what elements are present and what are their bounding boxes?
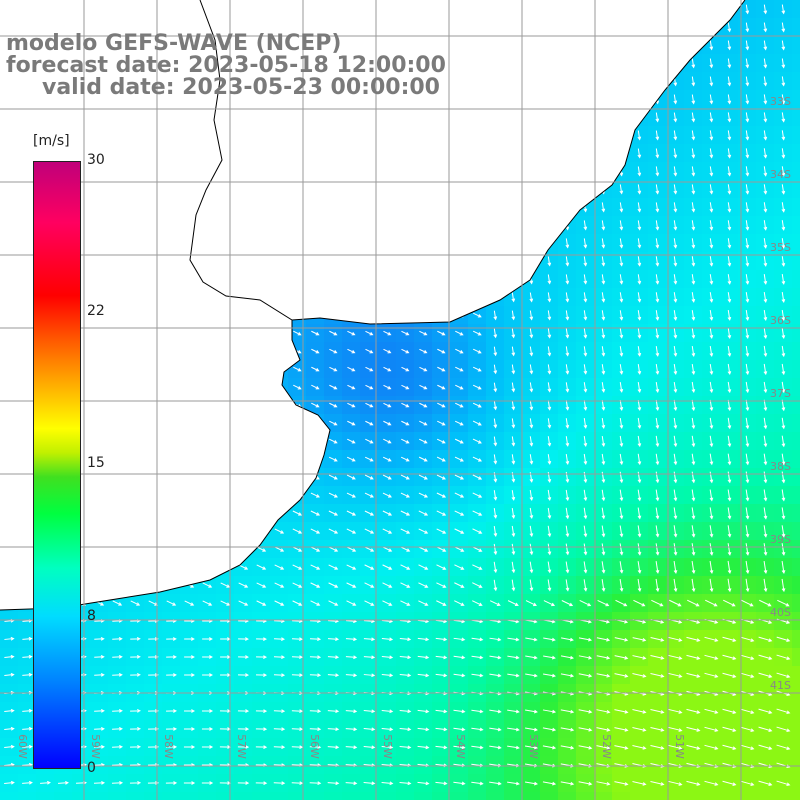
lon-label: 59W bbox=[88, 734, 102, 759]
lon-label: 58W bbox=[161, 734, 175, 759]
colorbar-tick-15: 15 bbox=[87, 455, 105, 471]
lat-label: 34S bbox=[770, 168, 791, 181]
colorbar-units: [m/s] bbox=[33, 133, 70, 149]
colorbar-tick-22: 22 bbox=[87, 303, 105, 319]
lon-label: 55W bbox=[380, 734, 394, 759]
lat-label: 39S bbox=[770, 533, 791, 546]
colorbar-tick-0: 0 bbox=[87, 760, 96, 776]
coastline-south bbox=[0, 320, 331, 611]
lon-label: 53W bbox=[526, 734, 540, 759]
lon-label: 52W bbox=[599, 734, 613, 759]
lon-label: 56W bbox=[307, 734, 321, 759]
lat-label: 35S bbox=[770, 241, 791, 254]
colorbar-tick-8: 8 bbox=[87, 608, 96, 624]
lon-label: 51W bbox=[672, 734, 686, 759]
lat-label: 41S bbox=[770, 679, 791, 692]
lon-label: 60W bbox=[15, 734, 29, 759]
colorbar-tick-30: 30 bbox=[87, 152, 105, 168]
lat-label: 40S bbox=[770, 606, 791, 619]
lat-label: 33S bbox=[770, 95, 791, 108]
lat-label: 38S bbox=[770, 460, 791, 473]
lon-label: 57W bbox=[234, 734, 248, 759]
coastline-north bbox=[189, 0, 746, 325]
lat-label: 36S bbox=[770, 314, 791, 327]
forecast-date: forecast date: 2023-05-18 12:00:00 bbox=[6, 53, 446, 78]
valid-date: valid date: 2023-05-23 00:00:00 bbox=[42, 75, 440, 100]
lon-label: 54W bbox=[453, 734, 467, 759]
colorbar bbox=[33, 161, 81, 769]
model-title: modelo GEFS-WAVE (NCEP) bbox=[6, 31, 342, 56]
lat-label: 37S bbox=[770, 387, 791, 400]
